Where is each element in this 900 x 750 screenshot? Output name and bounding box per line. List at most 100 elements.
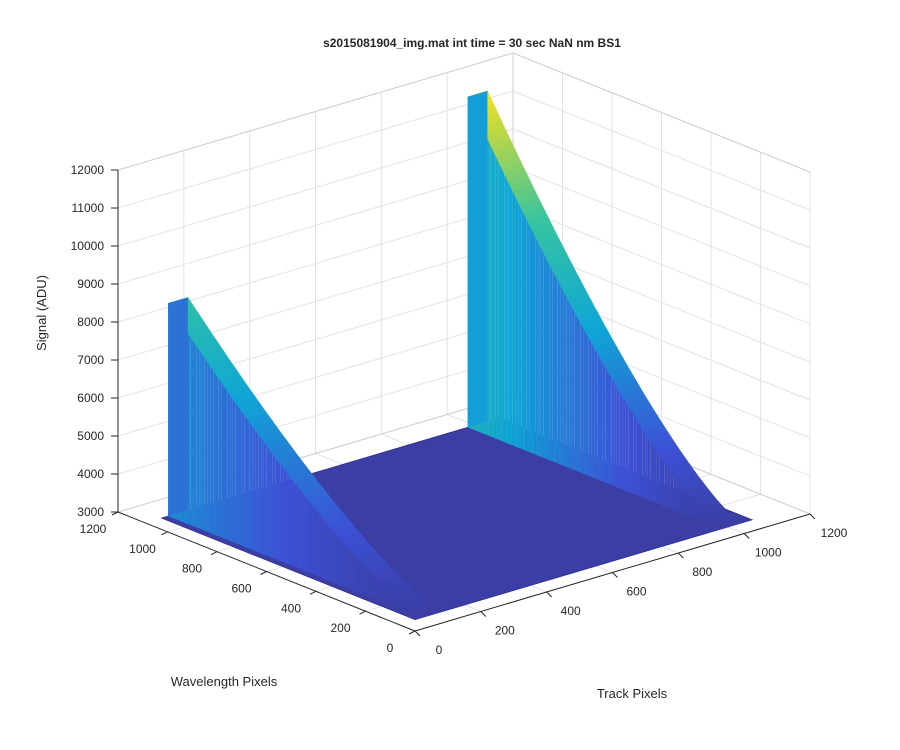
ridge-wall: [382, 584, 385, 603]
ridge-wall: [311, 504, 315, 575]
ridge-wall: [230, 395, 233, 543]
ridge-wall: [356, 558, 360, 593]
ridge-wall: [263, 442, 267, 556]
ridge-wall: [563, 291, 567, 467]
ridge-wall: [300, 490, 304, 571]
y-tick-label: 400: [281, 601, 301, 615]
ridge-wall: [633, 415, 637, 496]
ridge-strip: [717, 520, 742, 530]
x-axis-label: Track Pixels: [597, 686, 668, 701]
ridge-wall: [390, 592, 394, 607]
y-tick-label: 1000: [129, 542, 156, 556]
y-tick-label: 1200: [80, 522, 107, 536]
ridge-wall: [628, 406, 631, 493]
y-tick-label: 800: [182, 562, 202, 576]
ridge-wall: [664, 463, 668, 508]
z-tick-label: 6000: [77, 391, 104, 405]
ridge-wall: [196, 345, 200, 529]
ridge-wall: [600, 358, 603, 482]
ridge-wall: [608, 373, 612, 485]
z-tick-label: 9000: [77, 277, 104, 291]
ridge-wall: [552, 270, 555, 463]
ridge-wall: [379, 581, 383, 602]
ridge-wall: [232, 399, 236, 544]
ridge-wall: [207, 362, 211, 533]
ridge-back-face: [168, 297, 188, 517]
z-tick-label: 11000: [72, 201, 105, 215]
ridge-wall: [334, 532, 338, 584]
ridge-wall: [670, 471, 674, 510]
back-edge-top: [117, 52, 811, 173]
ridge-wall: [690, 497, 693, 518]
ridge-wall: [303, 494, 307, 572]
ridge-wall: [504, 174, 508, 444]
ridge-wall: [308, 501, 312, 574]
y-tick-mark: [260, 571, 267, 575]
ridge-wall: [718, 527, 722, 529]
ridge-wall: [345, 545, 349, 589]
ridge-wall: [616, 387, 620, 489]
ridge-wall: [597, 353, 600, 481]
ridge-wall: [376, 578, 380, 601]
ridge-wall: [249, 422, 253, 550]
ridge-wall: [393, 595, 397, 608]
x-tick-label: 400: [561, 604, 581, 618]
ridge-wall: [289, 476, 292, 566]
ridge-wall: [645, 433, 648, 500]
x-tick-label: 1000: [755, 546, 782, 560]
ridge-wall: [280, 465, 284, 563]
ridge-wall: [224, 387, 228, 540]
ridge-wall: [317, 511, 321, 577]
z-tick-label: 10000: [71, 239, 105, 253]
ridge-wall: [278, 461, 281, 562]
ridge-wall: [241, 411, 245, 547]
ridge-wall: [625, 401, 629, 492]
ridge-wall: [507, 180, 510, 445]
ridge-wall: [521, 208, 524, 450]
x-tick-mark: [414, 630, 421, 637]
ridge-wall: [401, 603, 405, 611]
y-tick-label: 600: [231, 582, 251, 596]
ridge-wall: [407, 607, 411, 614]
ridge-wall: [314, 508, 318, 576]
ridge-wall: [292, 479, 295, 567]
ridge-wall: [549, 264, 553, 462]
ridge-wall: [266, 446, 270, 557]
ridge-wall: [368, 570, 371, 598]
z-tick-label: 12000: [71, 163, 105, 177]
ridge-wall: [275, 457, 278, 561]
ridge-wall: [359, 561, 363, 594]
ridge-wall: [247, 419, 250, 549]
ridge-wall: [707, 516, 710, 525]
ridge-2: [467, 90, 742, 530]
x-tick-mark: [809, 513, 816, 520]
ridge-wall: [526, 220, 530, 453]
ridge-wall: [662, 458, 665, 507]
ridge-wall: [709, 519, 713, 526]
ridge-wall: [404, 605, 408, 612]
ridge-wall: [255, 430, 259, 553]
ridge-wall: [190, 337, 194, 527]
ridge-wall: [218, 379, 222, 538]
z-tick-label: 8000: [77, 315, 104, 329]
ridge-wall: [555, 275, 558, 464]
ridge-wall: [647, 437, 651, 501]
ridge-wall: [235, 403, 239, 545]
ridge-wall: [294, 483, 298, 568]
ridge-wall: [286, 472, 290, 565]
ridge-wall: [351, 551, 354, 591]
ridge-wall: [297, 487, 301, 570]
ridge-wall: [193, 341, 197, 528]
ridge-wall: [619, 392, 623, 490]
ridge-wall: [252, 426, 256, 552]
ridge-wall: [678, 482, 682, 514]
ridge-wall: [704, 513, 707, 524]
ridge-wall: [532, 231, 536, 455]
x-tick-label: 0: [436, 643, 443, 657]
ridge-wall: [605, 368, 609, 484]
ridge-wall: [639, 424, 643, 498]
ridge-back-face: [467, 90, 488, 428]
ridge-wall: [512, 191, 516, 447]
x-tick-label: 600: [626, 585, 646, 599]
ridge-wall: [642, 429, 646, 499]
